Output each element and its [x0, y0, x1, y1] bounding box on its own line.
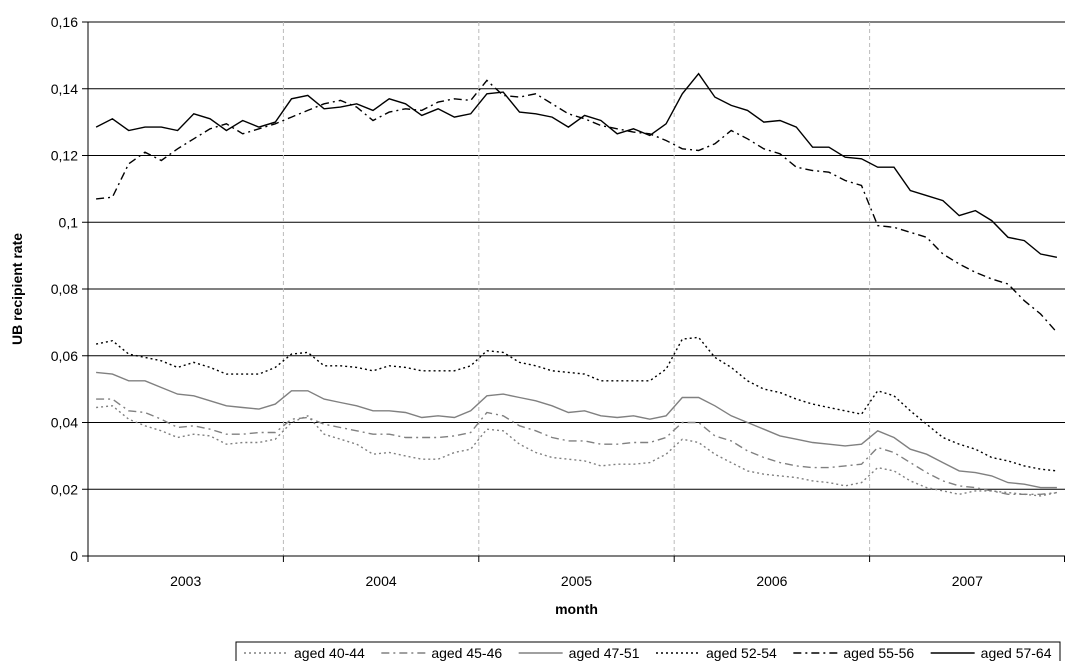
series-line-aged-45-46 [96, 398, 1057, 495]
y-tick-labels: 0 0,02 0,04 0,06 0,08 0,1 0,12 0,14 0,16 [51, 14, 78, 564]
series-line-aged-40-44 [96, 405, 1058, 497]
series-line-aged-52-54 [95, 336, 1057, 472]
legend-label: aged 55-56 [843, 645, 914, 661]
series-lines [95, 72, 1058, 497]
y-tick-label: 0,14 [51, 81, 78, 97]
x-tick-label: 2005 [561, 573, 592, 589]
legend-label: aged 57-64 [981, 645, 1052, 661]
x-tick-label: 2003 [170, 573, 201, 589]
x-tick-label: 2004 [366, 573, 397, 589]
grid [88, 21, 1065, 556]
y-tick-label: 0,1 [59, 214, 79, 230]
x-axis-title: month [555, 601, 598, 617]
y-axis-title: UB recipient rate [9, 233, 25, 345]
series-line-aged-55-56 [96, 79, 1058, 333]
axes [82, 21, 1065, 562]
legend: aged 40-44 aged 45-46 aged 47-51 aged 52-54… [235, 641, 1061, 661]
y-tick-label: 0,06 [51, 348, 78, 364]
legend-label: aged 40-44 [294, 645, 365, 661]
x-tick-label: 2007 [952, 573, 983, 589]
legend-label: aged 45-46 [431, 645, 502, 661]
series-line-aged-57-64 [95, 72, 1058, 258]
x-tick-labels: 2003 2004 2005 2006 2007 [170, 573, 983, 589]
y-tick-label: 0,04 [51, 415, 78, 431]
legend-label: aged 47-51 [569, 645, 640, 661]
y-tick-label: 0,12 [51, 148, 78, 164]
y-tick-label: 0,02 [51, 481, 78, 497]
y-tick-label: 0,08 [51, 281, 78, 297]
legend-label: aged 52-54 [706, 645, 777, 661]
series-line-aged-47-51 [96, 371, 1057, 489]
y-tick-label: 0 [70, 548, 78, 564]
y-tick-label: 0,16 [51, 14, 78, 30]
legend-box [235, 641, 1061, 661]
x-tick-label: 2006 [756, 573, 787, 589]
